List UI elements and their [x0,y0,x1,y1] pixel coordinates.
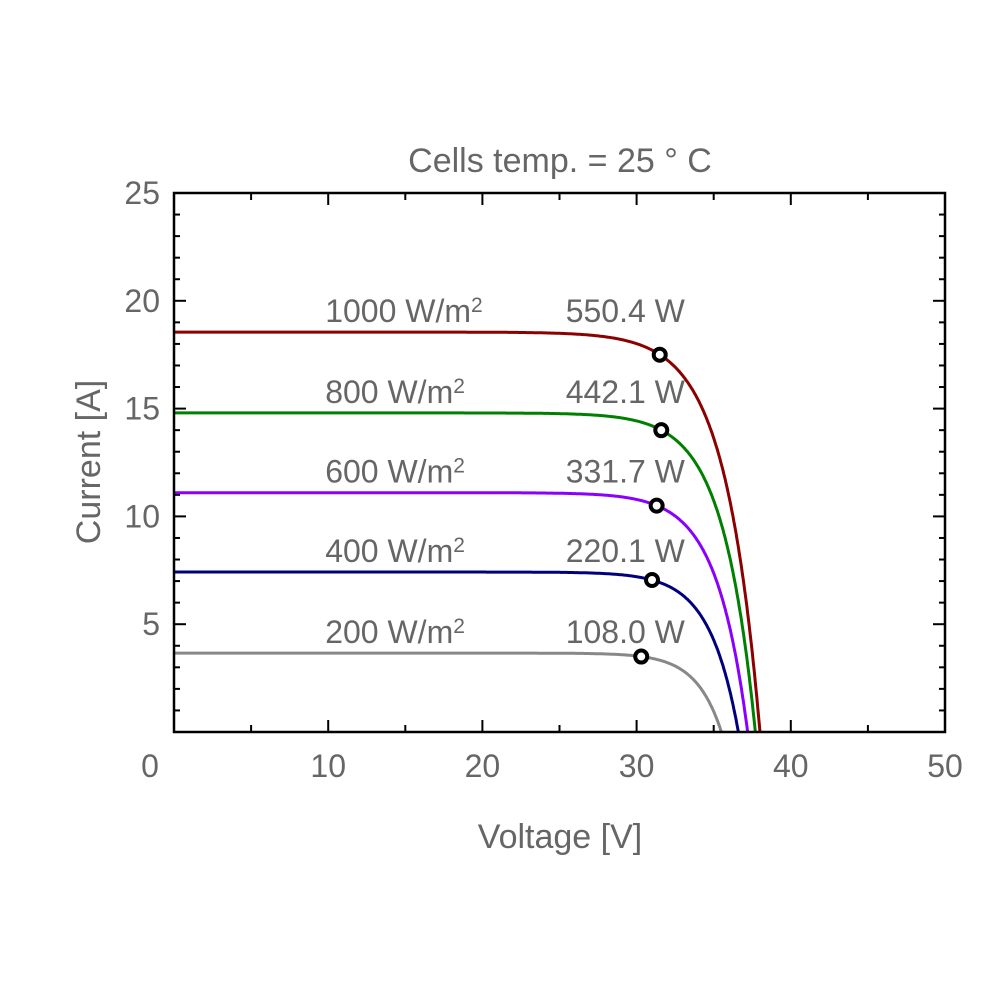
irradiance-label-1: 800 W/m2 [325,374,465,410]
power-label-2: 331.7 W [566,454,686,490]
mpp-marker-2 [648,497,665,514]
series-line-4 [174,651,723,733]
x-tick-label-origin: 0 [141,748,159,784]
y-tick-label: 15 [124,391,160,427]
power-label-1: 442.1 W [566,374,686,410]
x-axis-label: Voltage [V] [478,818,642,856]
y-axis-label: Current [A] [70,380,108,544]
mpp-marker-0 [651,346,668,363]
series-line-2 [174,491,750,733]
x-tick-label: 30 [619,748,655,784]
y-tick-label: 5 [142,606,160,642]
irradiance-label-2: 600 W/m2 [325,454,465,490]
y-tick-label: 10 [124,498,160,534]
irradiance-label-4: 200 W/m2 [325,614,465,650]
power-label-0: 550.4 W [566,293,686,329]
power-label-4: 108.0 W [566,614,686,650]
chart-title: Cells temp. = 25 ° C [408,142,712,180]
x-tick-label: 20 [465,748,501,784]
mpp-marker-4 [633,648,650,665]
y-tick-label: 25 [124,175,160,211]
power-label-3: 220.1 W [566,533,686,569]
irradiance-label-3: 400 W/m2 [325,533,465,569]
plot-frame [172,191,947,734]
x-tick-label: 50 [927,748,963,784]
y-tick-label: 20 [124,283,160,319]
irradiance-label-0: 1000 W/m2 [325,293,483,329]
x-tick-label: 10 [310,748,346,784]
mpp-marker-1 [653,422,670,439]
x-tick-label: 40 [773,748,809,784]
mpp-marker-3 [644,572,661,589]
